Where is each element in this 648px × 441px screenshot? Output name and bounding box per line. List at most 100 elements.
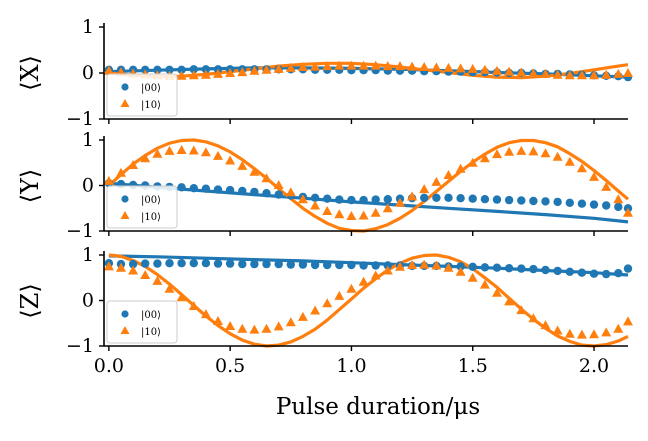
legend-label-00: |00⟩ bbox=[141, 83, 161, 94]
data-point-10 bbox=[516, 145, 527, 155]
data-point-00 bbox=[517, 264, 526, 273]
data-point-10 bbox=[176, 70, 187, 80]
data-point-10 bbox=[552, 325, 563, 335]
data-point-00 bbox=[128, 259, 138, 269]
data-point-00 bbox=[262, 259, 271, 269]
x-tick-label: 1.5 bbox=[458, 355, 488, 377]
data-point-10 bbox=[407, 191, 418, 201]
data-point-00 bbox=[359, 195, 368, 205]
data-point-10 bbox=[576, 329, 587, 339]
data-point-00 bbox=[298, 260, 308, 269]
data-point-00 bbox=[602, 269, 611, 279]
fit-line-10 bbox=[108, 253, 629, 348]
y-axis-label: ⟨Y⟩ bbox=[16, 169, 44, 204]
data-point-10 bbox=[322, 206, 333, 215]
data-point-10 bbox=[273, 321, 284, 331]
data-point-00 bbox=[541, 197, 550, 206]
data-point-10 bbox=[589, 329, 599, 339]
data-point-10 bbox=[261, 64, 272, 74]
data-point-00 bbox=[529, 196, 538, 206]
data-point-10 bbox=[443, 170, 454, 179]
data-point-10 bbox=[176, 145, 187, 154]
legend-marker-00 bbox=[121, 195, 129, 203]
data-point-10 bbox=[261, 173, 272, 183]
data-point-00 bbox=[238, 259, 247, 269]
x-axis-label: Pulse duration/μs bbox=[276, 394, 480, 420]
data-point-10 bbox=[370, 60, 381, 70]
data-point-00 bbox=[383, 195, 392, 204]
data-point-00 bbox=[347, 195, 356, 205]
data-point-00 bbox=[480, 195, 490, 204]
data-point-10 bbox=[623, 68, 633, 77]
data-point-00 bbox=[371, 261, 380, 270]
data-point-10 bbox=[358, 60, 369, 70]
data-point-10 bbox=[576, 70, 587, 80]
y-tick-label: −1 bbox=[66, 335, 94, 357]
data-point-10 bbox=[613, 68, 624, 78]
data-point-10 bbox=[528, 146, 539, 156]
data-point-00 bbox=[286, 260, 295, 269]
data-point-10 bbox=[455, 63, 466, 73]
data-point-10 bbox=[140, 270, 151, 279]
data-point-10 bbox=[285, 187, 296, 197]
data-point-10 bbox=[322, 61, 333, 71]
fit-line-00 bbox=[108, 254, 629, 277]
data-point-00 bbox=[529, 264, 538, 274]
subplot-3: −1 0 1 0.0 0.5 1.0 1.5 2.0 ⟨Z⟩ |00⟩ |10⟩ bbox=[16, 244, 633, 377]
y-tick-label: −1 bbox=[66, 108, 94, 130]
data-point-10 bbox=[370, 270, 381, 280]
data-point-10 bbox=[431, 260, 442, 270]
x-tick-label: 0.5 bbox=[215, 355, 245, 377]
data-point-00 bbox=[189, 259, 198, 268]
data-point-10 bbox=[225, 155, 236, 165]
data-point-10 bbox=[188, 145, 199, 155]
y-tick-label: −1 bbox=[66, 220, 94, 242]
data-point-10 bbox=[431, 62, 442, 72]
data-point-10 bbox=[128, 160, 139, 169]
data-point-10 bbox=[213, 316, 223, 325]
data-point-00 bbox=[310, 193, 320, 202]
legend-label-10: |10⟩ bbox=[141, 327, 161, 338]
data-point-10 bbox=[395, 197, 405, 207]
data-point-00 bbox=[565, 267, 574, 276]
data-point-10 bbox=[443, 262, 454, 272]
data-point-10 bbox=[176, 292, 187, 302]
data-point-00 bbox=[262, 189, 271, 198]
data-point-00 bbox=[553, 197, 562, 207]
data-point-10 bbox=[188, 301, 199, 310]
data-point-10 bbox=[310, 305, 321, 315]
data-point-10 bbox=[152, 148, 163, 158]
data-point-10 bbox=[601, 327, 612, 337]
data-point-10 bbox=[395, 61, 405, 71]
data-point-00 bbox=[177, 259, 186, 268]
data-point-10 bbox=[467, 63, 478, 73]
data-point-10 bbox=[164, 145, 175, 155]
data-point-00 bbox=[589, 269, 599, 278]
data-point-00 bbox=[201, 259, 211, 268]
data-point-10 bbox=[225, 68, 236, 77]
data-point-00 bbox=[213, 259, 223, 268]
data-point-00 bbox=[323, 194, 332, 203]
data-point-10 bbox=[249, 324, 260, 334]
data-point-00 bbox=[504, 195, 514, 205]
data-point-00 bbox=[359, 261, 368, 270]
legend-marker-10 bbox=[120, 99, 130, 107]
data-point-10 bbox=[213, 68, 223, 78]
data-point-10 bbox=[310, 200, 321, 210]
data-point-10 bbox=[564, 156, 575, 166]
data-point-10 bbox=[103, 175, 114, 185]
data-point-10 bbox=[455, 266, 466, 276]
data-point-10 bbox=[479, 64, 490, 74]
subplot-2: −1 0 1 ⟨Y⟩ |00⟩ |10⟩ bbox=[16, 129, 633, 242]
data-point-10 bbox=[528, 68, 539, 78]
data-point-00 bbox=[602, 201, 611, 210]
legend-marker-00 bbox=[121, 310, 129, 318]
data-point-00 bbox=[213, 185, 223, 194]
legend-label-00: |00⟩ bbox=[141, 310, 161, 321]
data-point-00 bbox=[444, 193, 453, 202]
data-point-00 bbox=[468, 262, 477, 271]
data-point-00 bbox=[420, 193, 429, 202]
data-point-10 bbox=[601, 69, 612, 79]
data-point-10 bbox=[431, 176, 442, 186]
x-tick-label: 1.0 bbox=[336, 355, 366, 377]
